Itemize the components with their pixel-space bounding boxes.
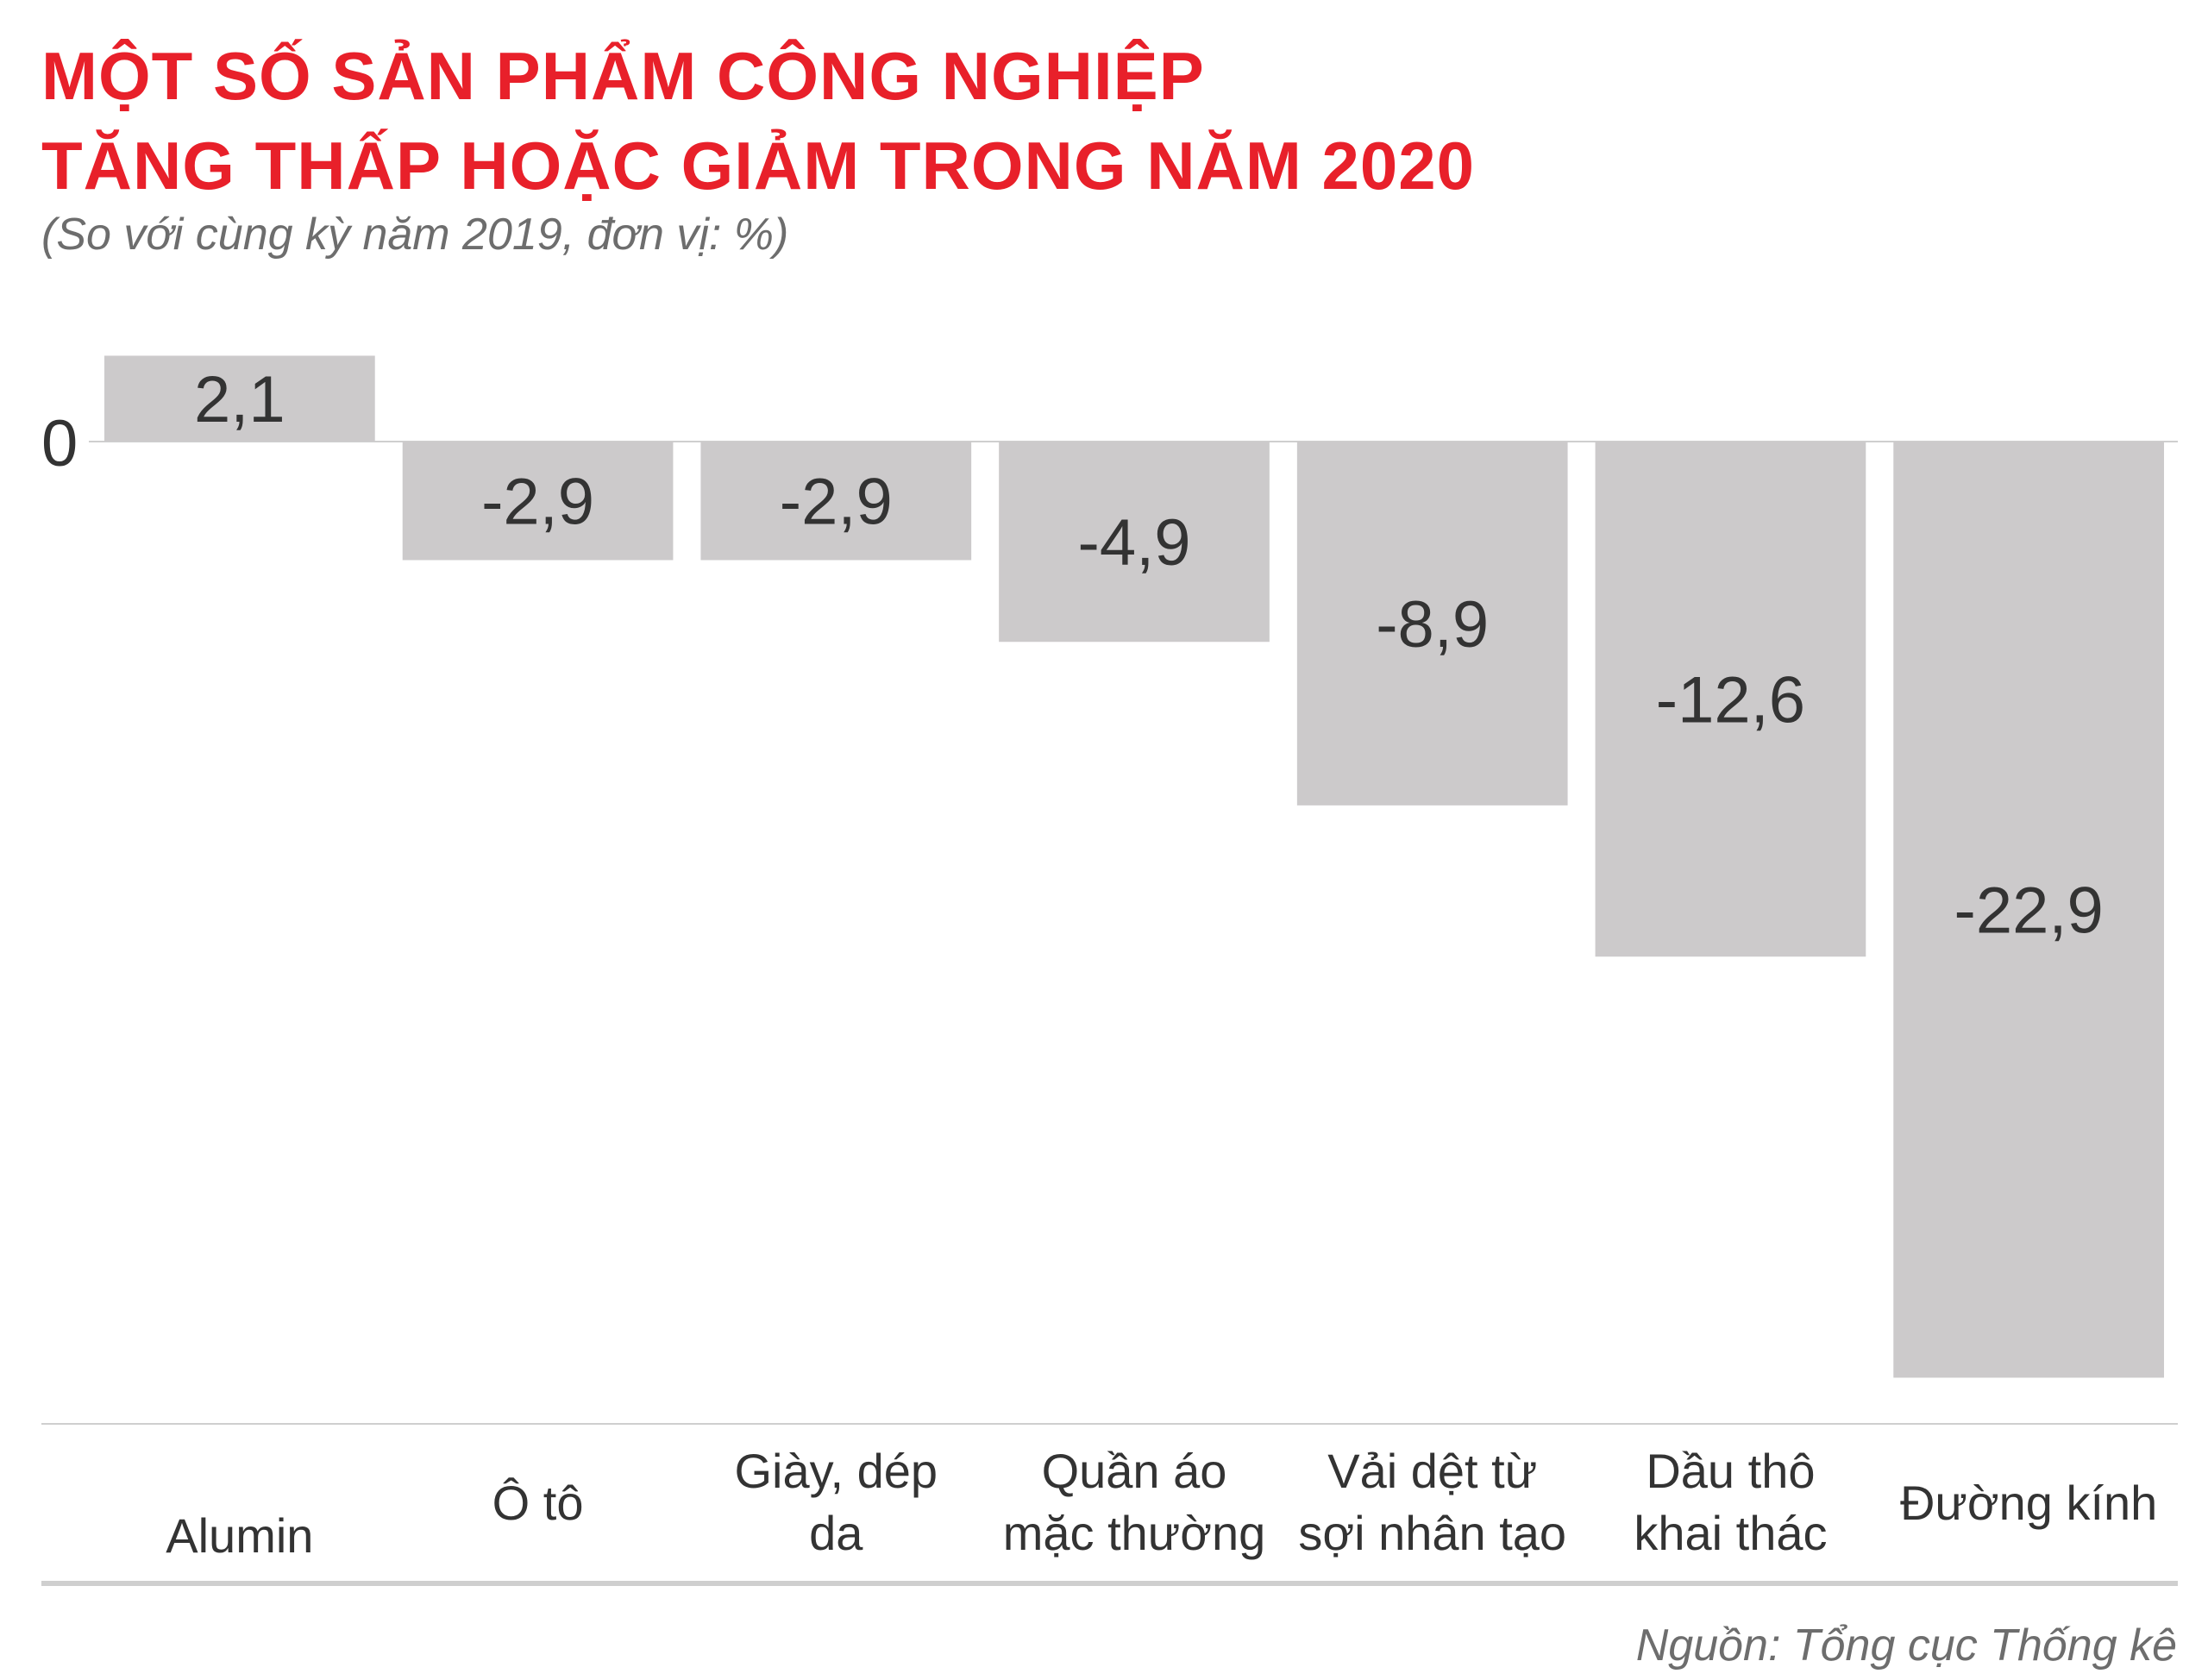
y-tick-label-zero: 0	[41, 407, 78, 480]
category-label-4-line-2: mặc thường	[1003, 1506, 1266, 1560]
category-label-5-line-1: Vải dệt từ	[1327, 1444, 1537, 1498]
category-label-6-line-2: khai thác	[1634, 1506, 1827, 1560]
bar-1	[104, 355, 375, 442]
category-label-1: Alumin	[166, 1508, 313, 1563]
bar-4	[999, 442, 1270, 643]
category-label-2: Ô tô	[492, 1476, 584, 1530]
bar-value-label-1: 2,1	[194, 363, 285, 436]
bar-value-label-6: -12,6	[1656, 664, 1805, 737]
category-label-7: Đường kính	[1900, 1476, 2157, 1530]
chart-subtitle: (So với cùng kỳ năm 2019, đơn vị: %)	[41, 210, 789, 260]
category-label-3: Giày, dép da	[735, 1444, 938, 1560]
bar-value-label-2: -2,9	[481, 466, 594, 539]
category-label-6: Dầu thô khai thác	[1634, 1444, 1827, 1560]
chart-title-line-2: TĂNG THẤP HOẶC GIẢM TRONG NĂM 2020	[41, 128, 1476, 204]
chart-title: MỘT SỐ SẢN PHẨM CÔNG NGHIỆP TĂNG THẤP HO…	[41, 31, 1475, 210]
bar-value-label-3: -2,9	[780, 466, 893, 539]
category-label-6-line-1: Dầu thô	[1646, 1444, 1815, 1498]
category-label-7-line-1: Đường kính	[1900, 1476, 2157, 1530]
bar-5	[1296, 442, 1568, 806]
chart-title-line-1: MỘT SỐ SẢN PHẨM CÔNG NGHIỆP	[41, 38, 1205, 114]
bar-value-label-5: -8,9	[1376, 588, 1489, 661]
category-label-4: Quần áo mặc thường	[1003, 1444, 1266, 1560]
bar-2	[402, 442, 674, 561]
category-label-2-line-1: Ô tô	[492, 1476, 584, 1530]
bar-value-label-4: -4,9	[1078, 506, 1191, 580]
bar-7	[1893, 442, 2164, 1378]
bar-3	[700, 442, 972, 561]
source-note: Nguồn: Tổng cục Thống kê	[1635, 1620, 2177, 1671]
category-label-5: Vải dệt từ sợi nhân tạo	[1298, 1444, 1566, 1560]
category-label-1-line-1: Alumin	[166, 1508, 313, 1563]
category-label-5-line-2: sợi nhân tạo	[1298, 1506, 1566, 1560]
bar-value-label-7: -22,9	[1954, 874, 2104, 948]
category-label-4-line-1: Quần áo	[1042, 1444, 1227, 1498]
bar-6	[1595, 442, 1866, 957]
category-label-3-line-1: Giày, dép	[735, 1444, 938, 1498]
category-label-3-line-2: da	[809, 1506, 863, 1560]
